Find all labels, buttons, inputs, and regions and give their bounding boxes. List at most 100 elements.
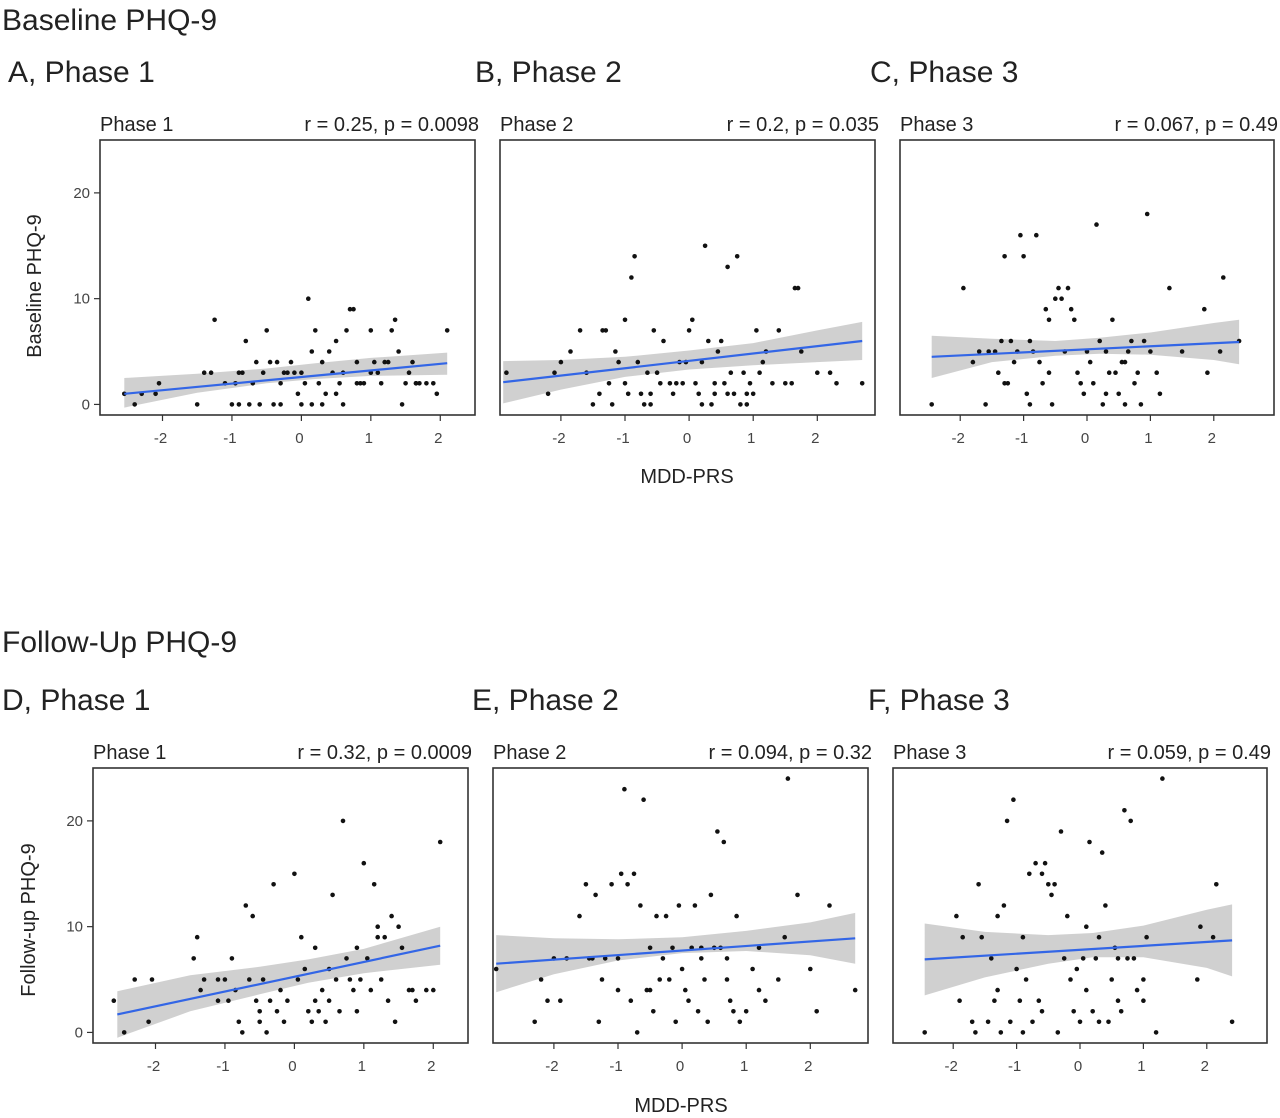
data-point: [375, 934, 381, 940]
data-point: [191, 956, 196, 961]
panel-stat-text: r = 0.25, p = 0.0098: [304, 114, 479, 136]
data-point: [319, 402, 325, 407]
data-point: [996, 370, 1001, 376]
data-point: [389, 328, 395, 333]
data-point: [852, 987, 858, 993]
data-point: [609, 882, 614, 887]
data-point: [236, 370, 242, 376]
data-point: [1229, 1019, 1235, 1025]
data-point: [253, 998, 259, 1003]
data-point: [625, 882, 630, 887]
data-point: [609, 402, 615, 407]
data-point: [319, 987, 325, 993]
data-point: [785, 776, 791, 781]
data-point: [1030, 1019, 1035, 1025]
data-point: [756, 945, 762, 951]
data-point: [792, 285, 798, 291]
data-point: [278, 987, 283, 993]
data-point: [1214, 882, 1219, 887]
data-point: [741, 370, 746, 376]
data-point: [337, 1009, 342, 1014]
data-point: [597, 391, 602, 397]
data-point: [229, 402, 235, 407]
data-point: [558, 359, 564, 365]
data-point: [1055, 1030, 1061, 1035]
data-point: [693, 381, 698, 386]
data-point: [1167, 285, 1172, 291]
data-point: [240, 1030, 245, 1035]
data-point: [1132, 381, 1137, 386]
x-tick-label: 0: [676, 1058, 684, 1075]
data-point: [756, 987, 762, 993]
y-tick-label: 20: [66, 813, 83, 830]
data-point: [744, 391, 750, 397]
data-point: [1134, 987, 1140, 993]
data-point: [1115, 998, 1121, 1003]
data-point: [267, 359, 273, 365]
data-point: [285, 370, 290, 376]
x-tick-label: 0: [1074, 1058, 1082, 1075]
data-point: [333, 338, 339, 344]
regression-line: [503, 339, 863, 384]
x-tick-label: 1: [358, 1058, 366, 1075]
data-point: [618, 871, 624, 877]
x-tick-label: 0: [683, 430, 691, 447]
data-point: [399, 945, 405, 951]
confidence-band: [496, 912, 856, 993]
data-point: [1195, 977, 1200, 982]
data-point: [705, 1019, 710, 1025]
data-point: [111, 998, 117, 1003]
data-point: [808, 966, 813, 972]
data-point: [319, 359, 325, 365]
data-point: [1094, 222, 1099, 227]
data-point: [1210, 934, 1216, 940]
data-point: [194, 934, 200, 940]
data-point: [201, 977, 207, 982]
data-point: [1202, 306, 1207, 312]
data-point: [403, 381, 408, 386]
regression-line: [117, 944, 441, 1016]
data-point: [737, 1019, 743, 1025]
data-point: [776, 977, 781, 982]
data-point: [1027, 871, 1032, 877]
x-tick-label: 0: [1081, 430, 1089, 447]
data-point: [309, 1019, 315, 1025]
data-point: [156, 381, 162, 386]
data-point: [1027, 338, 1033, 344]
data-point: [385, 998, 391, 1003]
data-point: [153, 391, 158, 397]
data-point: [695, 1009, 701, 1014]
data-point: [382, 934, 388, 940]
data-point: [606, 381, 612, 386]
panel-stat-text: r = 0.094, p = 0.32: [709, 742, 872, 764]
data-point: [406, 370, 412, 376]
data-point: [271, 402, 276, 407]
plot-area: [922, 776, 1235, 1035]
data-point: [288, 359, 294, 365]
data-point: [361, 860, 367, 866]
data-point: [302, 966, 308, 972]
data-point: [715, 349, 721, 354]
data-point: [999, 338, 1004, 344]
data-point: [229, 956, 235, 961]
plot-area: [122, 296, 450, 408]
data-point: [799, 349, 804, 354]
data-point: [929, 402, 934, 407]
data-point: [493, 966, 499, 972]
data-point: [1122, 808, 1127, 813]
data-point: [1059, 296, 1064, 302]
data-point: [1103, 903, 1108, 908]
plot-frame: [499, 139, 876, 416]
data-point: [734, 253, 740, 259]
data-point: [1046, 882, 1051, 887]
data-point: [770, 381, 775, 386]
data-point: [1065, 913, 1070, 919]
data-point: [992, 998, 997, 1003]
data-point: [316, 381, 322, 386]
data-point: [552, 370, 557, 376]
data-point: [568, 349, 573, 354]
data-point: [724, 956, 730, 961]
data-point: [1077, 1019, 1083, 1025]
data-point: [281, 1019, 287, 1025]
panel-label: A, Phase 1: [8, 56, 155, 89]
